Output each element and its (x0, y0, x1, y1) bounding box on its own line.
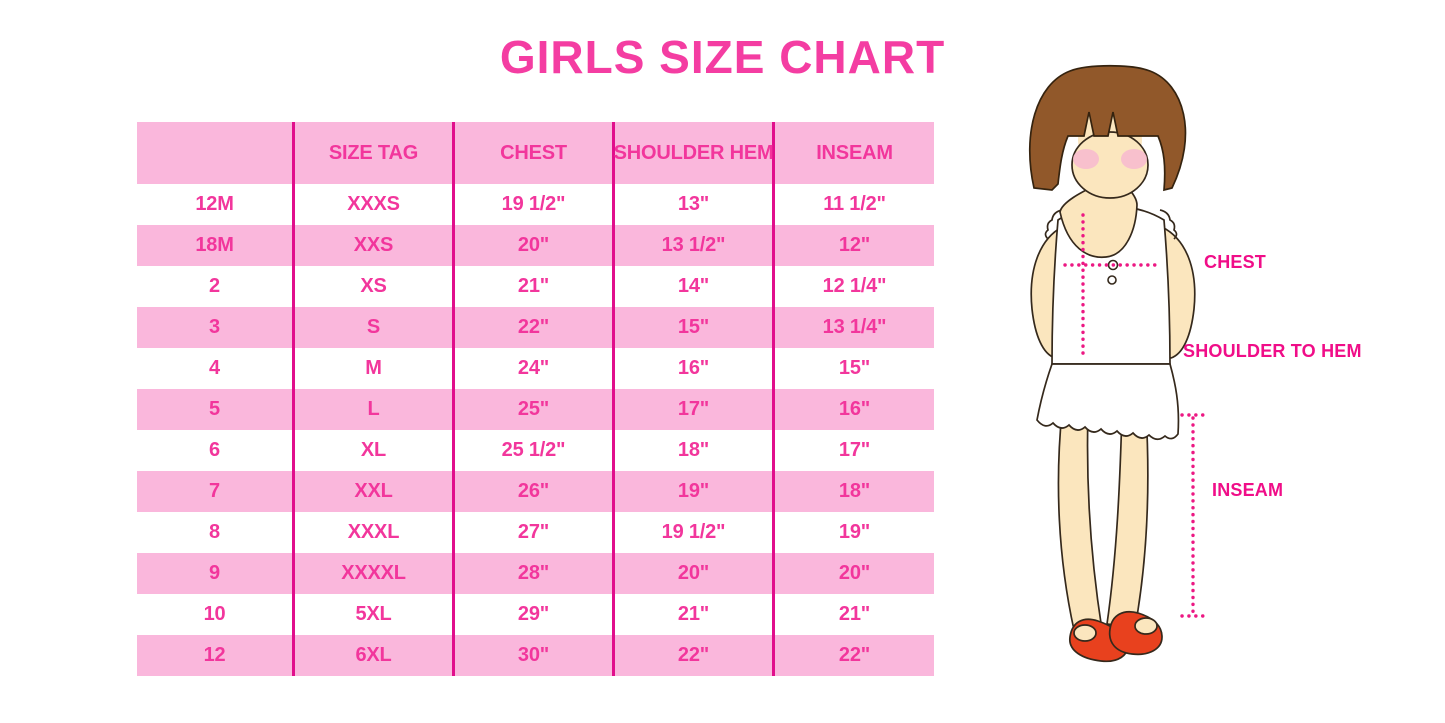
right-shoe (1108, 610, 1163, 656)
table-cell: 18" (838, 480, 871, 502)
table-cell: 21" (838, 603, 871, 625)
table-cell: 5XL (295, 594, 455, 635)
table-cell: 28" (455, 553, 615, 594)
table-cell: 18" (615, 430, 775, 471)
table-cell: XXXL (295, 512, 455, 553)
girl-illustration (1028, 64, 1208, 663)
table-row: 18M XXS 20" 13 1/2" 12" (137, 225, 934, 266)
table-cell: 26" (455, 471, 615, 512)
table-cell: 19" (615, 471, 775, 512)
table-cell: 16" (615, 348, 775, 389)
table-cell: 13 1/4" (822, 316, 887, 338)
table-cell: 9 (137, 553, 295, 594)
table-cell: 19 1/2" (455, 184, 615, 225)
left-shoe-opening (1073, 624, 1097, 642)
table-cell: 20" (615, 553, 775, 594)
table-row: 12M XXXS 19 1/2" 13" 11 1/2" (137, 184, 934, 225)
table-cell: 25" (455, 389, 615, 430)
page-title: GIRLS SIZE CHART (499, 31, 946, 83)
ruffle-skirt (1036, 363, 1180, 441)
table-cell: 22" (838, 644, 871, 666)
right-leg (1106, 411, 1149, 629)
table-cell: 20" (455, 225, 615, 266)
left-cheek-blush (1073, 149, 1099, 169)
left-shoulder-ruffle-icon (1044, 209, 1063, 240)
table-cell: 19 1/2" (615, 512, 775, 553)
bottom-button (1107, 275, 1117, 285)
table-cell: 20" (838, 562, 871, 584)
right-cheek-blush (1121, 149, 1147, 169)
table-row: 2 XS 21" 14" 12 1/4" (137, 266, 934, 307)
table-cell: XXL (295, 471, 455, 512)
table-row: 12 6XL 30" 22" 22" (137, 635, 934, 676)
header-cell-blank (137, 122, 295, 184)
header-cell-shoulder-hem: SHOULDER HEM (614, 122, 775, 184)
table-cell: XS (295, 266, 455, 307)
table-cell: 21" (455, 266, 615, 307)
hair (1028, 64, 1187, 192)
inseam-label: INSEAM (1212, 480, 1284, 500)
header-cell-size-tag: SIZE TAG (295, 122, 455, 184)
table-cell: 19" (838, 521, 871, 543)
table-cell: 15" (615, 307, 775, 348)
table-cell: 8 (137, 512, 295, 553)
table-cell: 3 (137, 307, 295, 348)
table-row: 5 L 25" 17" 16" (137, 389, 934, 430)
table-cell: 18M (137, 225, 295, 266)
table-cell: XL (295, 430, 455, 471)
table-cell: 30" (455, 635, 615, 676)
table-row: 9 XXXXL 28" 20" 20" (137, 553, 934, 594)
table-cell: 12" (838, 234, 871, 256)
table-cell: 10 (137, 594, 295, 635)
table-cell: S (295, 307, 455, 348)
table-row: 10 5XL 29" 21" 21" (137, 594, 934, 635)
table-cell: XXXS (295, 184, 455, 225)
table-cell: M (295, 348, 455, 389)
table-row: 6 XL 25 1/2" 18" 17" (137, 430, 934, 471)
table-cell: 17" (838, 439, 871, 461)
size-table: SIZE TAG CHEST SHOULDER HEM INSEAM 12M XX… (137, 122, 934, 676)
right-shoe-opening (1134, 617, 1158, 635)
table-cell: 5 (137, 389, 295, 430)
table-cell: 24" (455, 348, 615, 389)
table-cell: XXS (295, 225, 455, 266)
table-row: 8 XXXL 27" 19 1/2" 19" (137, 512, 934, 553)
table-cell: 6XL (295, 635, 455, 676)
table-cell: 14" (615, 266, 775, 307)
table-cell: 12M (137, 184, 295, 225)
chest-label: CHEST (1204, 252, 1267, 272)
right-shoulder-ruffle-icon (1159, 209, 1178, 240)
table-cell: 6 (137, 430, 295, 471)
header-cell-chest: CHEST (455, 122, 615, 184)
table-cell: 13" (615, 184, 775, 225)
table-cell: 16" (838, 398, 871, 420)
table-cell: 13 1/2" (615, 225, 775, 266)
table-cell: 25 1/2" (455, 430, 615, 471)
table-cell: 12 1/4" (822, 275, 887, 297)
table-header-row: SIZE TAG CHEST SHOULDER HEM INSEAM (137, 122, 934, 184)
table-cell: XXXXL (295, 553, 455, 594)
table-cell: 21" (615, 594, 775, 635)
table-cell: 4 (137, 348, 295, 389)
shoulder-to-hem-label: SHOULDER TO HEM (1183, 341, 1362, 361)
table-cell: 29" (455, 594, 615, 635)
table-row: 4 M 24" 16" 15" (137, 348, 934, 389)
left-leg (1057, 411, 1103, 631)
table-row: 3 S 22" 15" 13 1/4" (137, 307, 934, 348)
table-cell: 22" (455, 307, 615, 348)
table-cell: 17" (615, 389, 775, 430)
header-cell-inseam: INSEAM (816, 141, 893, 164)
table-cell: 22" (615, 635, 775, 676)
table-cell: 12 (137, 635, 295, 676)
table-cell: 11 1/2" (823, 193, 886, 215)
size-table-body: 12M XXXS 19 1/2" 13" 11 1/2" 18M XXS 20" 13 1/2"… (137, 184, 934, 676)
table-row: 7 XXL 26" 19" 18" (137, 471, 934, 512)
table-cell: 2 (137, 266, 295, 307)
table-cell: 7 (137, 471, 295, 512)
table-cell: 27" (455, 512, 615, 553)
table-cell: L (295, 389, 455, 430)
face (1071, 131, 1149, 199)
table-cell: 15" (838, 357, 871, 379)
